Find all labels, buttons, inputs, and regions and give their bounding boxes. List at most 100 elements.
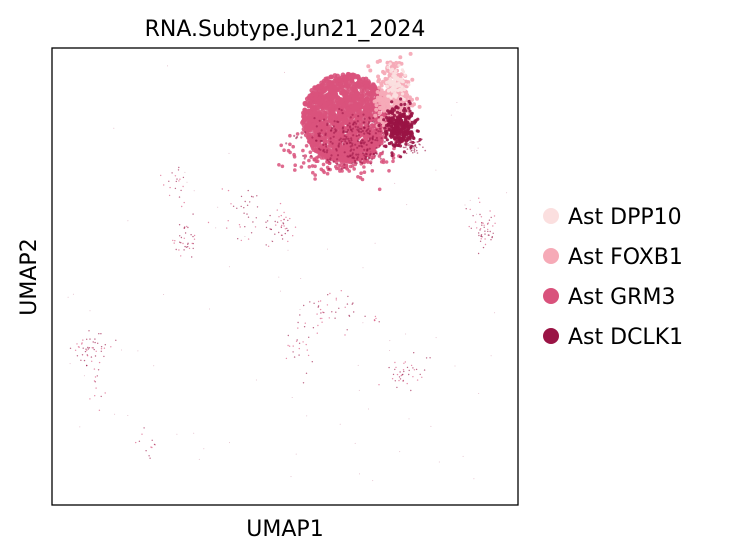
data-point [393, 82, 397, 86]
data-point [394, 60, 399, 65]
data-point [184, 171, 186, 173]
data-point [297, 321, 299, 324]
data-point [346, 82, 352, 88]
data-point [303, 304, 305, 307]
data-point [192, 213, 194, 215]
data-point [387, 80, 391, 84]
data-point [270, 228, 272, 231]
data-point [402, 146, 405, 149]
data-point [307, 103, 313, 108]
data-point [153, 365, 155, 367]
data-point [382, 105, 386, 110]
data-point [396, 116, 400, 120]
data-point [137, 350, 139, 352]
data-point [368, 130, 371, 133]
data-point [302, 101, 308, 107]
data-point [320, 312, 322, 314]
data-point [160, 174, 162, 177]
data-point [302, 154, 305, 157]
data-point [391, 378, 394, 380]
data-point [397, 77, 401, 81]
data-point [410, 389, 412, 392]
data-point [174, 240, 176, 242]
data-point [345, 125, 350, 131]
data-point [92, 341, 94, 343]
data-point [183, 201, 185, 204]
data-point [395, 84, 400, 88]
data-point [384, 144, 388, 149]
data-point [94, 376, 97, 378]
data-point [87, 346, 89, 349]
data-point [315, 159, 320, 163]
data-point [362, 165, 366, 169]
data-point [93, 380, 96, 382]
data-point [79, 426, 81, 428]
data-point [141, 433, 143, 435]
data-point [329, 157, 332, 160]
data-point [399, 155, 403, 159]
data-point [193, 234, 196, 237]
data-point [456, 102, 458, 103]
data-point [302, 341, 304, 343]
data-point [405, 152, 408, 155]
data-point [365, 158, 368, 161]
data-point [410, 123, 414, 127]
data-point [321, 156, 326, 160]
data-point [406, 115, 410, 119]
data-point [391, 129, 395, 133]
data-point [280, 226, 282, 228]
data-point [480, 216, 483, 218]
data-point [349, 128, 353, 131]
data-point [391, 159, 395, 164]
data-point [336, 163, 339, 166]
data-point [339, 423, 341, 425]
data-point [321, 95, 327, 101]
data-point [312, 113, 317, 118]
legend-marker [543, 208, 559, 224]
data-point [313, 96, 318, 102]
data-point [409, 146, 412, 148]
data-point [318, 109, 323, 115]
data-point [329, 137, 332, 140]
data-point [398, 379, 400, 382]
data-point [351, 142, 354, 145]
data-point [397, 63, 401, 67]
data-point [375, 152, 379, 155]
data-point [479, 229, 481, 231]
data-point [78, 346, 80, 348]
data-point [359, 142, 362, 145]
data-point [402, 88, 406, 92]
data-point [429, 357, 431, 359]
data-point [379, 81, 384, 86]
data-point [423, 369, 426, 371]
data-point [334, 130, 337, 133]
data-point [317, 151, 322, 156]
data-point [283, 225, 285, 227]
data-point [244, 226, 246, 228]
data-point [311, 361, 313, 363]
data-point [367, 121, 371, 124]
data-point [86, 355, 89, 357]
data-point [299, 165, 304, 169]
data-point [153, 443, 156, 446]
data-point [367, 122, 370, 126]
data-point [298, 342, 301, 344]
data-point [308, 336, 310, 338]
data-point [405, 333, 407, 335]
data-point [308, 117, 314, 123]
data-point [410, 139, 412, 141]
data-point [468, 225, 470, 228]
data-point [488, 219, 491, 221]
data-point [150, 446, 152, 448]
data-point [335, 150, 339, 155]
data-point [410, 120, 414, 124]
data-point [377, 110, 382, 115]
data-point [379, 127, 382, 130]
scatter-points [67, 51, 508, 482]
data-point [335, 95, 340, 100]
data-point [412, 367, 414, 369]
data-point [490, 239, 492, 241]
data-point [182, 242, 184, 245]
legend-label: Ast DPP10 [568, 205, 682, 230]
data-point [295, 132, 300, 136]
